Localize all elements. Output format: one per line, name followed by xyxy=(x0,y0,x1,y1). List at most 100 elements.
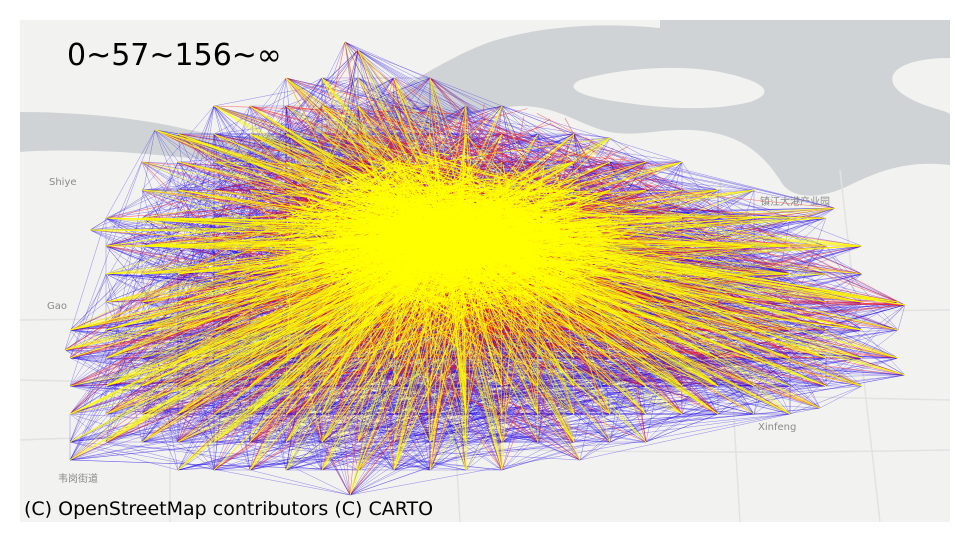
flow-line xyxy=(564,318,611,415)
flow-line xyxy=(501,321,508,415)
flow-line xyxy=(825,304,906,387)
flow-line xyxy=(213,441,503,471)
flow-line xyxy=(465,301,503,387)
flow-line xyxy=(213,77,359,107)
flow-line xyxy=(645,161,654,166)
flow-line xyxy=(105,129,156,219)
flow-line xyxy=(372,118,575,163)
flow-line xyxy=(69,385,107,461)
flow-line xyxy=(349,357,395,496)
flow-line xyxy=(105,161,179,303)
flow-line xyxy=(819,385,863,409)
flow-line xyxy=(69,329,215,415)
flow-line xyxy=(579,413,791,461)
flow-line xyxy=(501,105,683,163)
flow-line xyxy=(69,357,647,443)
flow-line xyxy=(645,161,836,209)
flow-line xyxy=(429,413,755,443)
flow-line xyxy=(69,357,251,387)
flow-line xyxy=(753,245,863,275)
flow-line xyxy=(393,441,575,471)
flow-line xyxy=(321,130,331,135)
flow-line xyxy=(213,385,647,415)
flow-line xyxy=(69,189,215,461)
flow-line xyxy=(69,157,281,359)
flow-line xyxy=(141,189,466,204)
flow-line xyxy=(603,165,863,275)
flow-line xyxy=(789,245,899,331)
flow-line xyxy=(573,207,836,387)
flow-line xyxy=(753,304,906,415)
flow-line xyxy=(429,108,528,135)
flow-line xyxy=(177,441,287,471)
flow-line xyxy=(69,77,323,331)
flow-line xyxy=(609,137,863,275)
flow-line xyxy=(537,385,683,415)
flow-line xyxy=(500,260,539,415)
flow-line xyxy=(105,129,156,247)
flow-line xyxy=(556,294,611,415)
flow-line xyxy=(357,133,575,163)
flow-line xyxy=(897,304,906,331)
flow-line xyxy=(609,413,683,443)
flow-line xyxy=(213,171,241,247)
flow-line xyxy=(105,413,431,471)
flow-line xyxy=(141,270,460,415)
flow-line xyxy=(465,385,611,415)
flow-line xyxy=(321,105,401,174)
flow-line xyxy=(349,413,431,496)
flow-line xyxy=(349,301,899,496)
flow-line xyxy=(537,133,906,306)
flow-line xyxy=(69,231,374,331)
flow-line xyxy=(789,385,863,415)
flow-line xyxy=(249,469,351,496)
flow-line xyxy=(429,413,539,443)
flow-line xyxy=(315,77,359,191)
flow-line xyxy=(105,441,215,471)
flow-line xyxy=(69,364,509,387)
flow-line xyxy=(105,245,251,387)
flow-line xyxy=(429,123,551,163)
flow-line xyxy=(321,304,906,471)
flow-line xyxy=(428,166,755,219)
flow-line xyxy=(501,385,791,471)
flow-line xyxy=(69,385,143,461)
flow-line xyxy=(213,77,323,135)
flow-line xyxy=(141,322,459,387)
flow-line xyxy=(213,413,755,471)
flow-line xyxy=(393,413,431,471)
flow-line xyxy=(69,147,370,415)
od-flow-lines xyxy=(64,41,906,496)
flow-line xyxy=(429,385,791,415)
flow-line xyxy=(321,385,575,415)
flow-line xyxy=(69,357,791,443)
flow-line xyxy=(69,413,107,443)
flow-line xyxy=(105,105,359,219)
flow-line xyxy=(344,41,683,191)
flow-line xyxy=(141,161,179,247)
flow-line xyxy=(69,273,107,359)
flow-line xyxy=(459,255,863,359)
flow-line xyxy=(321,349,541,471)
river xyxy=(20,20,950,196)
flow-line xyxy=(609,161,791,219)
flow-line xyxy=(479,137,611,156)
flow-line xyxy=(249,161,423,218)
flow-line xyxy=(64,217,107,351)
flow-line xyxy=(213,105,296,136)
flow-line xyxy=(177,407,821,471)
flow-line xyxy=(349,407,821,496)
flow-line xyxy=(177,329,431,415)
flow-line xyxy=(825,245,899,331)
flow-line xyxy=(249,441,503,471)
flow-line xyxy=(177,385,431,471)
flow-line xyxy=(717,357,899,415)
flow-line xyxy=(285,138,370,219)
flow-line xyxy=(645,413,719,443)
flow-line xyxy=(249,441,581,461)
flow-line xyxy=(344,41,755,247)
flow-line xyxy=(141,273,179,471)
flow-line xyxy=(501,385,539,415)
flow-line xyxy=(395,260,611,387)
map-canvas[interactable]: Shiye Gao Xinfeng 韦岗街道 镇江大港产业园 xyxy=(20,20,950,522)
